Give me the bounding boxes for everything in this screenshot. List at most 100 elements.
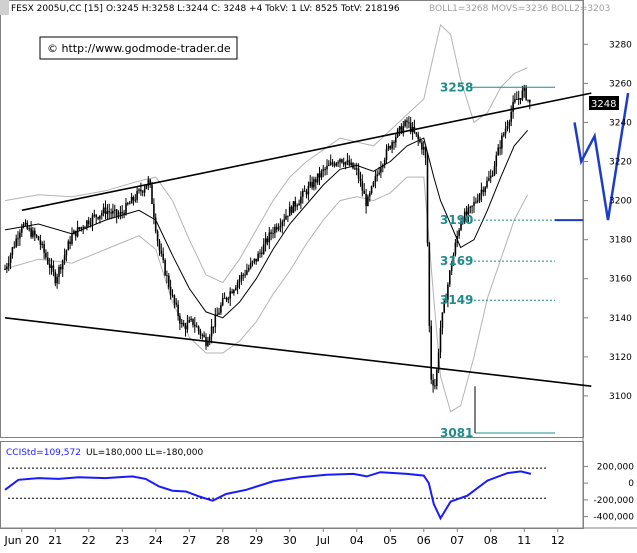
candle-body — [385, 148, 388, 160]
candle-body — [378, 172, 380, 175]
level-label-3169: 3169 — [440, 254, 473, 268]
candle-body — [84, 227, 86, 229]
candle-body — [63, 255, 66, 261]
candle-body — [104, 207, 107, 215]
candle-body — [236, 282, 239, 288]
candle-body — [242, 274, 244, 276]
candle-body — [339, 159, 341, 163]
candle-body — [288, 206, 291, 217]
cci-y-tick-label: 0 — [628, 479, 634, 489]
x-tick-label: 06 — [417, 534, 431, 547]
candle-body — [274, 226, 276, 234]
candle-body — [61, 260, 64, 270]
candle-body — [476, 200, 479, 202]
candle-body — [324, 169, 326, 171]
candle-body — [359, 178, 362, 182]
x-tick-label: 29 — [249, 534, 263, 547]
cci-y-tick-label: -400,000 — [594, 513, 635, 523]
candle-body — [6, 266, 8, 270]
candle-body — [348, 160, 351, 166]
candle-body — [261, 252, 263, 255]
level-label-3081: 3081 — [440, 426, 473, 440]
candle-body — [188, 320, 190, 323]
candle-body — [428, 243, 431, 326]
candle-body — [233, 290, 235, 294]
candle-body — [512, 101, 514, 112]
candle-body — [316, 173, 319, 183]
candle-body — [447, 284, 449, 300]
cci-legend-bounds: UL=180,000 LL=-180,000 — [86, 448, 204, 458]
candle-body — [465, 211, 468, 215]
candle-body — [409, 122, 412, 133]
y-tick-label: 3160 — [609, 275, 632, 285]
level-label-3190: 3190 — [440, 213, 473, 227]
y-tick-label: 3100 — [609, 392, 632, 402]
candle-body — [30, 228, 32, 237]
candle-body — [506, 126, 509, 129]
candle-body — [302, 190, 304, 197]
candle-body — [270, 232, 272, 234]
candle-body — [262, 244, 265, 255]
candle-body — [249, 263, 252, 268]
candle-body — [439, 327, 442, 353]
header-quote: O:3245 H:3258 L:3244 C: 3248 +4 TokV: 1 … — [106, 4, 400, 14]
candle-body — [458, 229, 460, 236]
candle-body — [482, 189, 485, 193]
candle-body — [143, 188, 146, 193]
candle-body — [4, 269, 6, 270]
candle-body — [112, 210, 114, 214]
candle-body — [367, 196, 369, 206]
y-tick-label: 3120 — [609, 353, 632, 363]
candle-body — [503, 133, 505, 136]
candle-body — [495, 155, 498, 167]
candle-body — [11, 247, 14, 255]
x-tick-label: 12 — [551, 534, 565, 547]
candle-body — [9, 254, 12, 263]
x-tick-label: 30 — [283, 534, 297, 547]
candle-body — [48, 263, 51, 268]
candle-body — [374, 176, 377, 183]
candle-body — [508, 121, 511, 126]
candle-body — [140, 189, 142, 192]
candle-body — [480, 189, 483, 195]
candle-body — [441, 312, 444, 328]
candle-body — [421, 142, 423, 150]
candle-body — [164, 260, 166, 276]
candle-body — [87, 220, 90, 224]
x-tick-label: Jul — [316, 534, 330, 547]
candle-body — [22, 224, 25, 228]
candle-body — [201, 335, 204, 336]
x-tick-label: 28 — [216, 534, 230, 547]
candle-body — [303, 190, 306, 192]
candle-body — [160, 250, 163, 254]
candle-body — [326, 165, 328, 170]
candle-body — [121, 212, 123, 213]
candle-body — [97, 217, 99, 219]
candle-body — [357, 168, 360, 179]
candle-body — [221, 297, 224, 306]
candle-body — [527, 99, 529, 101]
x-tick-label: 22 — [82, 534, 96, 547]
candle-body — [344, 162, 347, 165]
level-label-3258: 3258 — [440, 80, 473, 94]
candle-body — [60, 266, 62, 270]
cci-line — [4, 470, 532, 521]
candle-body — [426, 158, 429, 244]
candle-body — [408, 122, 410, 124]
candle-body — [251, 261, 254, 263]
candle-body — [76, 227, 79, 237]
candle-body — [298, 203, 300, 206]
candle-body — [99, 215, 101, 219]
candle-body — [469, 206, 472, 208]
candle-body — [214, 314, 217, 328]
candle-body — [102, 207, 105, 214]
candle-body — [56, 276, 58, 284]
window-corner-icon[interactable] — [0, 0, 9, 15]
candle-body — [39, 240, 42, 245]
candle-body — [264, 238, 267, 245]
candle-body — [166, 275, 168, 277]
candle-body — [158, 240, 161, 251]
candle-body — [145, 185, 148, 189]
candle-body — [341, 159, 343, 163]
